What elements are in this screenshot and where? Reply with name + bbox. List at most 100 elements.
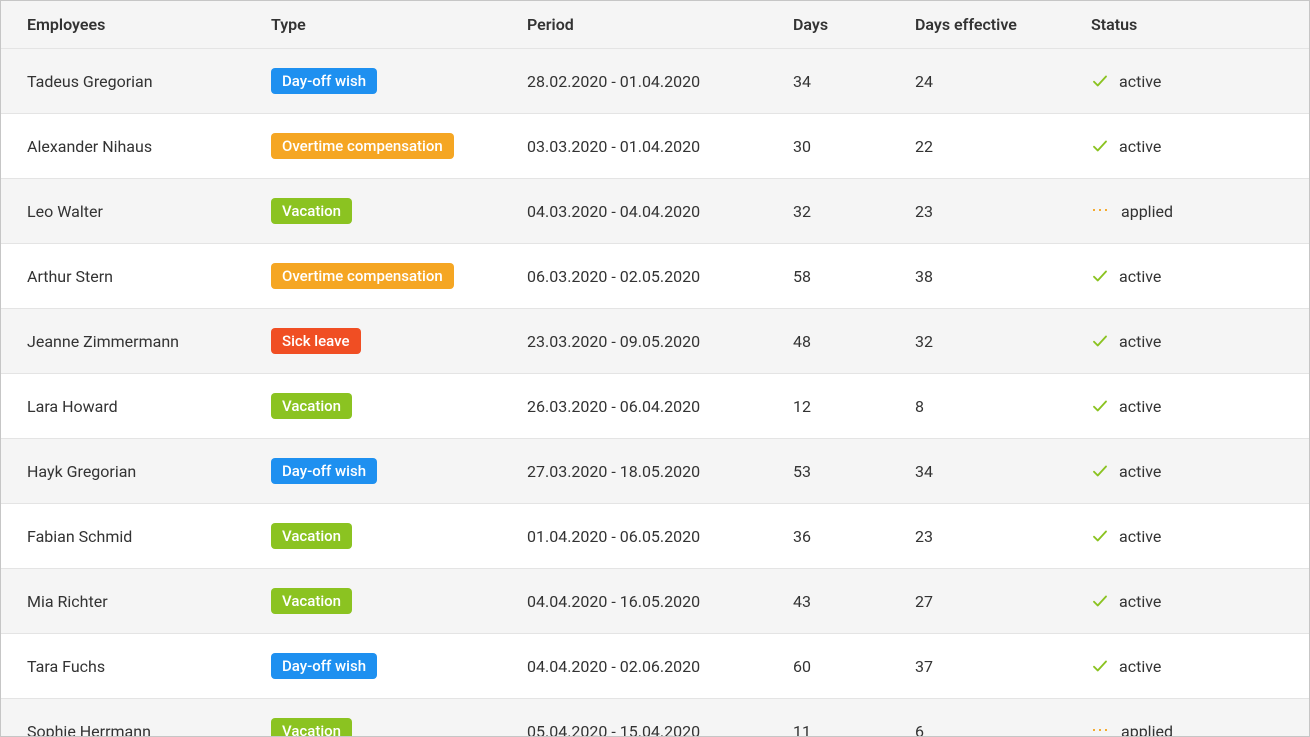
cell-type: Day-off wish [261,439,517,504]
table-row[interactable]: Lara Howard Vacation 26.03.2020 - 06.04.20… [1,374,1309,439]
absence-table: Employees Type Period Days Days effectiv… [1,1,1309,737]
col-header-employees[interactable]: Employees [1,1,261,49]
cell-days-effective: 24 [905,49,1081,114]
cell-period: 04.03.2020 - 04.04.2020 [517,179,783,244]
cell-days: 60 [783,634,905,699]
table-row[interactable]: Arthur Stern Overtime compensation 06.03.2… [1,244,1309,309]
cell-days-effective: 8 [905,374,1081,439]
table-row[interactable]: Fabian SchmidVacation01.04.2020 - 06.05.… [1,504,1309,569]
cell-employee: Hayk Gregorian [1,439,261,504]
type-badge: Day-off wish [271,458,377,484]
dots-icon: ⋯ [1091,202,1111,220]
cell-employee: Sophie Herrmann [1,699,261,737]
check-icon [1091,332,1109,350]
type-badge: Vacation [271,523,352,549]
table-row[interactable]: Sophie Herrmann Vacation 05.04.2020 - 15.0… [1,699,1309,737]
cell-days: 48 [783,309,905,374]
cell-days: 43 [783,569,905,634]
status-text: applied [1121,722,1173,737]
cell-days: 36 [783,504,905,569]
cell-status: active [1081,114,1309,179]
cell-status: active [1081,634,1309,699]
status-text: active [1119,462,1161,481]
type-badge: Vacation [271,718,352,737]
cell-type: Overtime compensation [261,114,517,179]
status-text: active [1119,267,1161,286]
type-badge: Vacation [271,588,352,614]
cell-days: 12 [783,374,905,439]
check-icon [1091,657,1109,675]
table-row[interactable]: Leo WalterVacation04.03.2020 - 04.04.202… [1,179,1309,244]
type-badge: Overtime compensation [271,263,454,289]
cell-days-effective: 23 [905,179,1081,244]
cell-type: Sick leave [261,309,517,374]
cell-type: Vacation [261,504,517,569]
table-row[interactable]: Alexander Nihaus Overtime compensation 03.… [1,114,1309,179]
table-row[interactable]: Tara FuchsDay-off wish04.04.2020 - 02.06… [1,634,1309,699]
check-icon [1091,267,1109,285]
type-badge: Vacation [271,393,352,419]
type-badge: Vacation [271,198,352,224]
col-header-period[interactable]: Period [517,1,783,49]
type-badge: Overtime compensation [271,133,454,159]
table-row[interactable]: Tadeus GregorianDay-off wish28.02.2020 -… [1,49,1309,114]
cell-employee: Tara Fuchs [1,634,261,699]
status-wrap: ⋯ applied [1091,202,1289,221]
cell-period: 05.04.2020 - 15.04.2020 [517,699,783,737]
status-wrap: active [1091,657,1289,676]
check-icon [1091,527,1109,545]
check-icon [1091,72,1109,90]
cell-type: Overtime compensation [261,244,517,309]
status-text: active [1119,72,1161,91]
cell-employee: Lara Howard [1,374,261,439]
cell-days-effective: 27 [905,569,1081,634]
cell-type: Day-off wish [261,634,517,699]
cell-period: 03.03.2020 - 01.04.2020 [517,114,783,179]
cell-days-effective: 22 [905,114,1081,179]
col-header-days[interactable]: Days [783,1,905,49]
table-row[interactable]: Jeanne ZimmermannSick leave23.03.2020 - … [1,309,1309,374]
cell-type: Vacation [261,699,517,737]
col-header-type[interactable]: Type [261,1,517,49]
cell-days-effective: 23 [905,504,1081,569]
status-wrap: active [1091,267,1289,286]
status-wrap: active [1091,462,1289,481]
status-text: active [1119,137,1161,156]
cell-days-effective: 34 [905,439,1081,504]
type-badge: Day-off wish [271,68,377,94]
cell-status: active [1081,374,1309,439]
cell-period: 28.02.2020 - 01.04.2020 [517,49,783,114]
status-wrap: active [1091,137,1289,156]
cell-period: 27.03.2020 - 18.05.2020 [517,439,783,504]
cell-period: 06.03.2020 - 02.05.2020 [517,244,783,309]
cell-days: 30 [783,114,905,179]
status-text: applied [1121,202,1173,221]
cell-days: 58 [783,244,905,309]
cell-period: 04.04.2020 - 16.05.2020 [517,569,783,634]
cell-period: 26.03.2020 - 06.04.2020 [517,374,783,439]
table-row[interactable]: Mia RichterVacation04.04.2020 - 16.05.20… [1,569,1309,634]
cell-employee: Arthur Stern [1,244,261,309]
cell-employee: Jeanne Zimmermann [1,309,261,374]
table-row[interactable]: Hayk Gregorian Day-off wish 27.03.2020 - 1… [1,439,1309,504]
status-wrap: ⋯applied [1091,722,1289,737]
cell-status: ⋯applied [1081,699,1309,737]
absence-table-container: Employees Type Period Days Days effectiv… [0,0,1310,737]
cell-days: 34 [783,49,905,114]
col-header-status[interactable]: Status [1081,1,1309,49]
check-icon [1091,592,1109,610]
cell-status: active [1081,309,1309,374]
cell-status: active [1081,569,1309,634]
check-icon [1091,397,1109,415]
cell-days-effective: 38 [905,244,1081,309]
status-wrap: active [1091,72,1289,91]
cell-employee: Alexander Nihaus [1,114,261,179]
cell-days: 53 [783,439,905,504]
col-header-days-effective[interactable]: Days effective [905,1,1081,49]
table-header-row: Employees Type Period Days Days effectiv… [1,1,1309,49]
cell-days: 11 [783,699,905,737]
cell-type: Vacation [261,179,517,244]
cell-type: Day-off wish [261,49,517,114]
cell-days-effective: 6 [905,699,1081,737]
status-wrap: active [1091,592,1289,611]
